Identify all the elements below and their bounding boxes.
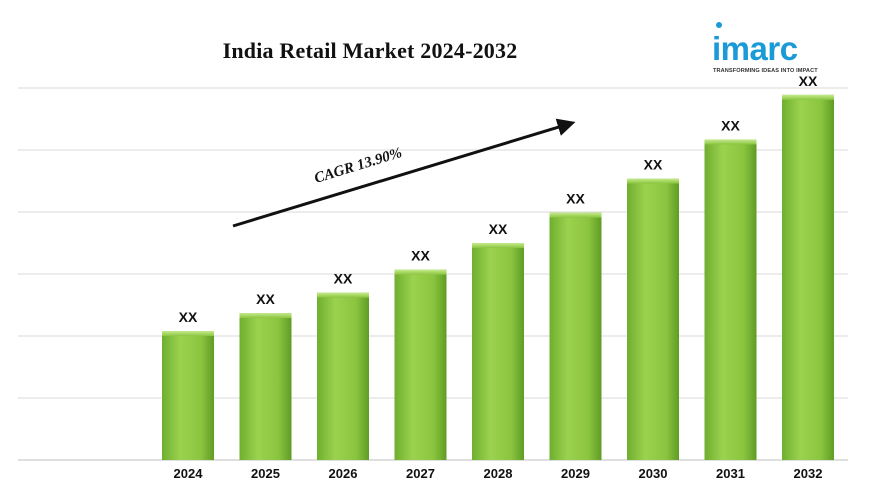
- x-tick-label-2031: 2031: [716, 466, 745, 481]
- bar-2030: [627, 178, 679, 460]
- x-tick-label-2026: 2026: [329, 466, 358, 481]
- value-label-2031: XX: [721, 117, 740, 133]
- bar-2027: [394, 269, 447, 460]
- bar-top-2026: [317, 292, 369, 298]
- value-label-2024: XX: [179, 309, 198, 325]
- x-tick-label-2024: 2024: [174, 466, 204, 481]
- bar-top-2027: [394, 269, 447, 275]
- bar-top-2024: [162, 331, 214, 337]
- x-tick-labels: 2024 2025 2026 2027 2028 2029 2030 2031 2032: [174, 466, 823, 481]
- value-label-2030: XX: [644, 157, 663, 173]
- x-tick-label-2028: 2028: [484, 466, 513, 481]
- chart-title: India Retail Market 2024-2032: [222, 38, 518, 63]
- bar-2028: [472, 243, 524, 460]
- bars: [162, 94, 834, 460]
- imarc-logo: imarc TRANSFORMING IDEAS INTO IMPACT: [712, 22, 842, 77]
- bar-2024: [162, 331, 214, 460]
- value-label-2027: XX: [411, 248, 430, 264]
- bar-top-2030: [627, 178, 679, 184]
- bar-2029: [549, 212, 602, 460]
- cagr-arrow: [232, 118, 576, 228]
- bar-2032: [782, 94, 834, 460]
- value-label-2032: XX: [799, 73, 818, 89]
- bar-top-2029: [549, 212, 602, 218]
- cagr-annotation: CAGR 13.90%: [232, 118, 576, 228]
- value-label-2028: XX: [489, 221, 508, 237]
- logo-dot-icon: [716, 22, 722, 28]
- bar-top-2028: [472, 243, 524, 248]
- logo-tagline: TRANSFORMING IDEAS INTO IMPACT: [713, 68, 818, 74]
- bar-2025: [239, 313, 292, 460]
- x-tick-label-2027: 2027: [406, 466, 435, 481]
- x-tick-label-2025: 2025: [251, 466, 280, 481]
- value-labels: XX XX XX XX XX XX XX XX XX: [179, 73, 818, 325]
- cagr-label: CAGR 13.90%: [312, 145, 404, 187]
- x-tick-label-2029: 2029: [561, 466, 590, 481]
- value-label-2029: XX: [566, 191, 585, 207]
- bar-top-2025: [239, 313, 292, 319]
- x-tick-label-2030: 2030: [639, 466, 668, 481]
- value-label-2025: XX: [256, 291, 275, 307]
- value-label-2026: XX: [334, 271, 353, 287]
- bar-2031: [704, 139, 757, 460]
- logo-wordmark: imarc: [712, 30, 798, 67]
- x-tick-label-2032: 2032: [794, 466, 823, 481]
- bar-top-2032: [782, 94, 834, 100]
- bar-top-2031: [704, 139, 757, 145]
- bar-2026: [317, 292, 369, 460]
